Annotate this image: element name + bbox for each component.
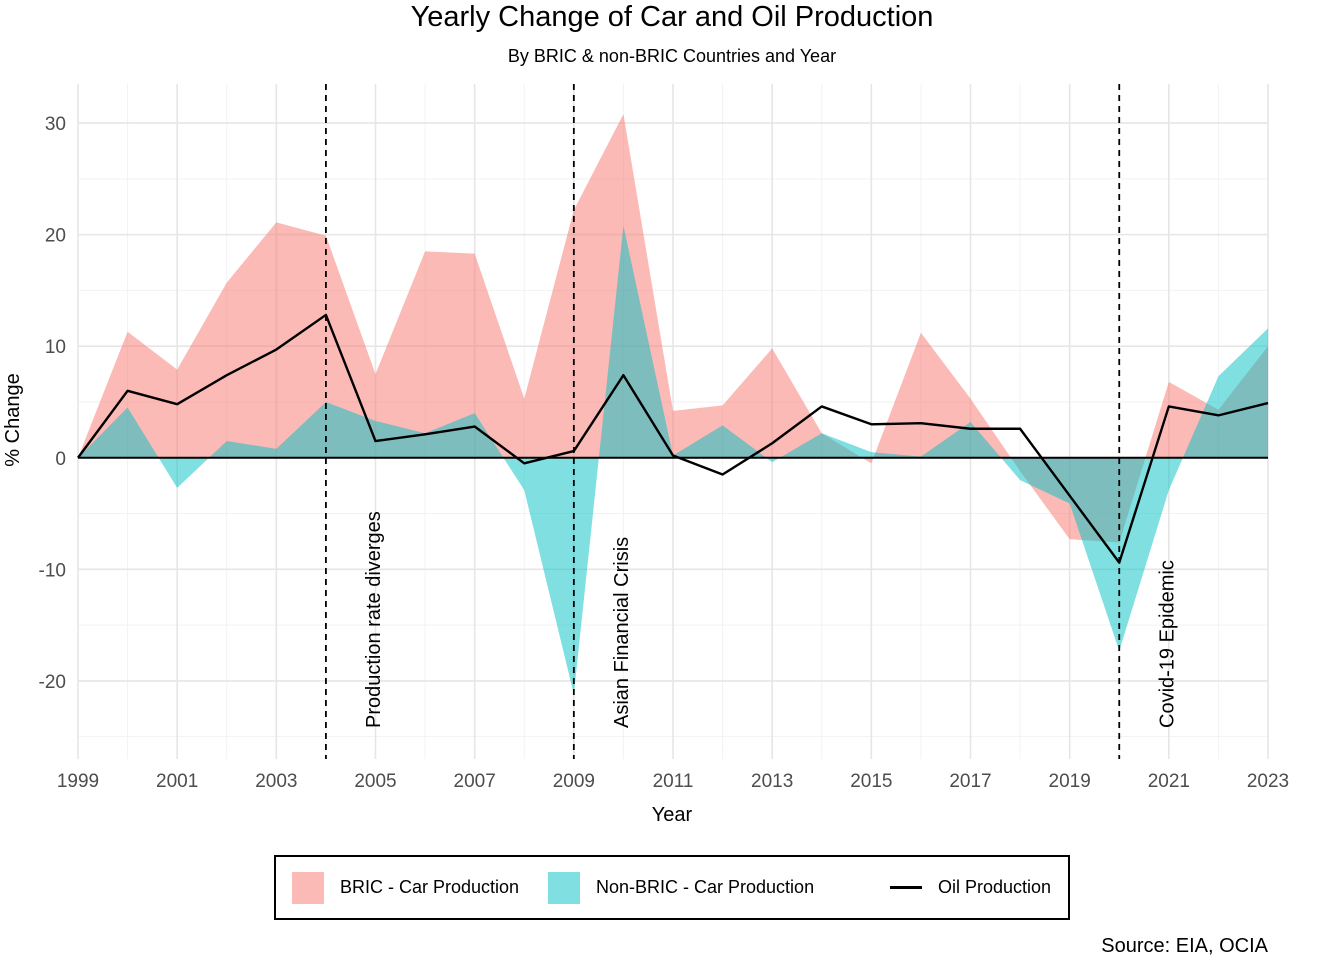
- legend-line-oil: [890, 886, 922, 889]
- x-tick-label: 2005: [354, 771, 396, 792]
- x-tick-label: 2015: [850, 771, 892, 792]
- line-layer: [77, 313, 1269, 564]
- x-tick-label: 2019: [1049, 771, 1091, 792]
- x-tick-label: 2009: [553, 771, 595, 792]
- annotation-label: Production rate diverges: [363, 511, 385, 728]
- x-tick-label: 2013: [751, 771, 793, 792]
- y-tick-label: -10: [39, 560, 66, 581]
- annotation-labels: Production rate diverges Asian Financial …: [363, 511, 1178, 728]
- x-tick-label: 2001: [156, 771, 198, 792]
- y-tick-label: 30: [45, 114, 66, 135]
- annotation-label: Asian Financial Crisis: [611, 537, 633, 728]
- legend-item-non-bric: Non-BRIC - Car Production: [548, 857, 814, 918]
- y-axis-title: % Change: [2, 373, 24, 466]
- axis-ticks: -20 -10 0 10 20 30 1999 2001 2003 2005 2007 2009 201…: [39, 114, 1290, 792]
- y-tick-label: 10: [45, 337, 66, 358]
- chart-subtitle: By BRIC & non-BRIC Countries and Year: [507, 46, 837, 66]
- source-caption: Source: EIA, OCIA: [1101, 935, 1268, 957]
- x-tick-label: 1999: [57, 771, 99, 792]
- legend: BRIC - Car Production Non-BRIC - Car Pro…: [274, 855, 1070, 920]
- x-tick-label: 2021: [1148, 771, 1190, 792]
- area-layer: [78, 114, 1268, 695]
- line-oil-production: [77, 313, 1269, 564]
- legend-item-oil: Oil Production: [890, 857, 1051, 918]
- y-tick-label: 20: [45, 226, 66, 247]
- x-axis-title: Year: [652, 804, 693, 826]
- legend-label-bric: BRIC - Car Production: [340, 877, 520, 897]
- y-tick-label: 0: [55, 449, 66, 470]
- legend-label-non-bric: Non-BRIC - Car Production: [596, 877, 815, 897]
- legend-swatch-bric: [292, 871, 324, 904]
- legend-label-oil: Oil Production: [938, 877, 1052, 897]
- legend-swatch-non-bric: [548, 871, 580, 904]
- legend-item-bric: BRIC - Car Production: [292, 857, 519, 918]
- x-tick-label: 2003: [255, 771, 297, 792]
- x-tick-label: 2011: [653, 771, 694, 792]
- area-non-bric-car-production: [78, 225, 1268, 695]
- x-tick-label: 2017: [949, 771, 991, 792]
- x-tick-label: 2023: [1247, 771, 1289, 792]
- chart-title: Yearly Change of Car and Oil Production: [410, 1, 934, 33]
- x-tick-label: 2007: [454, 771, 496, 792]
- annotation-label: Covid-19 Epidemic: [1156, 560, 1178, 728]
- y-tick-label: -20: [39, 672, 66, 693]
- annotation-lines: [325, 84, 1121, 759]
